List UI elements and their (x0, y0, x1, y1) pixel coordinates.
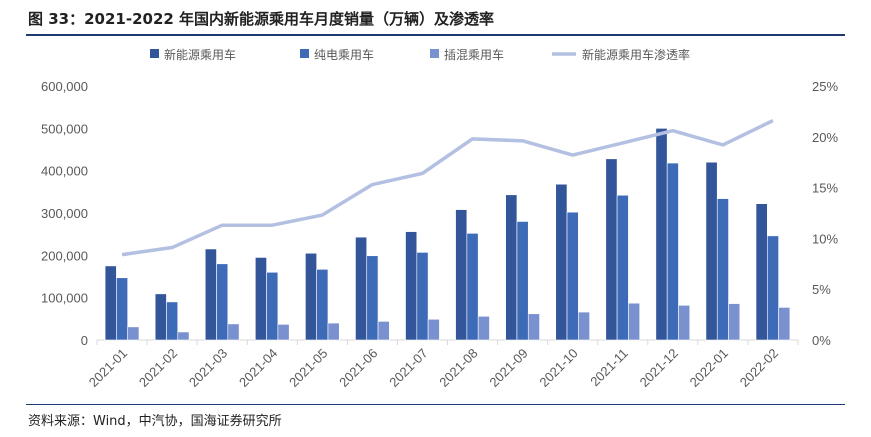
left-axis-tick: 600,000 (41, 79, 88, 94)
x-axis-tick: 2021-12 (637, 346, 681, 390)
bar-nev (755, 203, 768, 341)
bar-phev (678, 304, 691, 341)
bar-bev (767, 235, 779, 341)
left-axis-tick: 200,000 (41, 248, 88, 263)
bar-bev (416, 252, 429, 341)
right-axis-tick: 15% (812, 181, 838, 196)
x-axis-tick: 2021-11 (587, 346, 631, 390)
bar-bev (516, 221, 529, 341)
bar-bev (466, 233, 479, 341)
right-axis-tick: 5% (812, 282, 831, 297)
bar-phev (477, 315, 490, 341)
title-divider (26, 34, 845, 36)
x-axis-tick: 2021-03 (186, 346, 230, 390)
left-axis-tick: 500,000 (41, 121, 88, 136)
bar-phev (127, 326, 140, 341)
bar-nev (154, 293, 167, 341)
bar-bev (716, 198, 729, 341)
bar-phev (377, 321, 390, 341)
bar-phev (177, 331, 190, 341)
bar-nev (255, 257, 267, 341)
right-axis-tick: 0% (812, 333, 831, 348)
x-axis-tick: 2021-06 (336, 346, 380, 390)
x-axis-tick: 2021-02 (136, 346, 180, 390)
bar-nev (555, 183, 568, 341)
bar-phev (327, 322, 340, 341)
x-axis-tick: 2021-09 (486, 346, 530, 390)
right-axis-tick: 25% (812, 79, 838, 94)
bar-bev (266, 271, 279, 341)
figure-title: 图 33：2021-2022 年国内新能源乘用车月度销量（万辆）及渗透率 (28, 10, 495, 28)
bar-phev (227, 323, 240, 341)
bar-phev (728, 303, 741, 341)
left-axis-tick: 300,000 (41, 206, 88, 221)
bar-nev (705, 161, 718, 341)
bar-nev (505, 194, 518, 341)
x-axis-tick: 2021-10 (536, 346, 580, 390)
bar-nev (455, 209, 468, 341)
left-axis-tick: 400,000 (41, 164, 88, 179)
bar-phev (427, 318, 440, 341)
source-divider (26, 404, 845, 405)
x-axis-tick: 2021-07 (386, 346, 430, 390)
bar-bev (316, 269, 329, 341)
legend-swatch (430, 49, 439, 58)
bar-phev (628, 302, 641, 341)
x-axis-tick: 2021-04 (236, 346, 280, 390)
bar-nev (405, 231, 418, 341)
legend-label: 新能源乘用车渗透率 (582, 47, 690, 62)
bar-phev (527, 313, 540, 341)
bar-phev (578, 311, 590, 341)
bar-bev (216, 263, 229, 341)
bar-bev (366, 255, 379, 341)
bar-bev (666, 162, 679, 341)
legend-label: 插混乘用车 (444, 47, 504, 62)
left-axis-tick: 100,000 (41, 291, 88, 306)
legend-swatch (300, 49, 309, 58)
left-axis-tick: 0 (81, 333, 88, 348)
legend-label: 纯电乘用车 (314, 47, 374, 62)
bar-nev (605, 158, 618, 341)
legend-swatch (150, 49, 159, 58)
legend-label: 新能源乘用车 (164, 47, 236, 62)
x-axis-tick: 2022-01 (687, 346, 731, 390)
right-axis-tick: 10% (812, 231, 838, 246)
bar-nev (655, 128, 668, 341)
source-note: 资料来源：Wind，中汽协，国海证券研究所 (28, 414, 282, 429)
bar-bev (116, 277, 128, 341)
bar-phev (277, 324, 290, 341)
bar-bev (166, 301, 179, 341)
bar-nev (204, 248, 217, 341)
bar-nev (305, 252, 317, 341)
x-axis-tick: 2021-05 (286, 346, 330, 390)
bar-nev (104, 265, 117, 341)
x-axis-tick: 2021-01 (86, 346, 130, 390)
bar-bev (566, 211, 579, 341)
penetration-line (121, 118, 774, 257)
bar-nev (355, 236, 368, 341)
x-axis-tick: 2022-02 (737, 346, 781, 390)
bar-phev (778, 307, 791, 341)
right-axis-tick: 20% (812, 130, 838, 145)
bar-bev (616, 194, 629, 341)
x-axis-tick: 2021-08 (436, 346, 480, 390)
